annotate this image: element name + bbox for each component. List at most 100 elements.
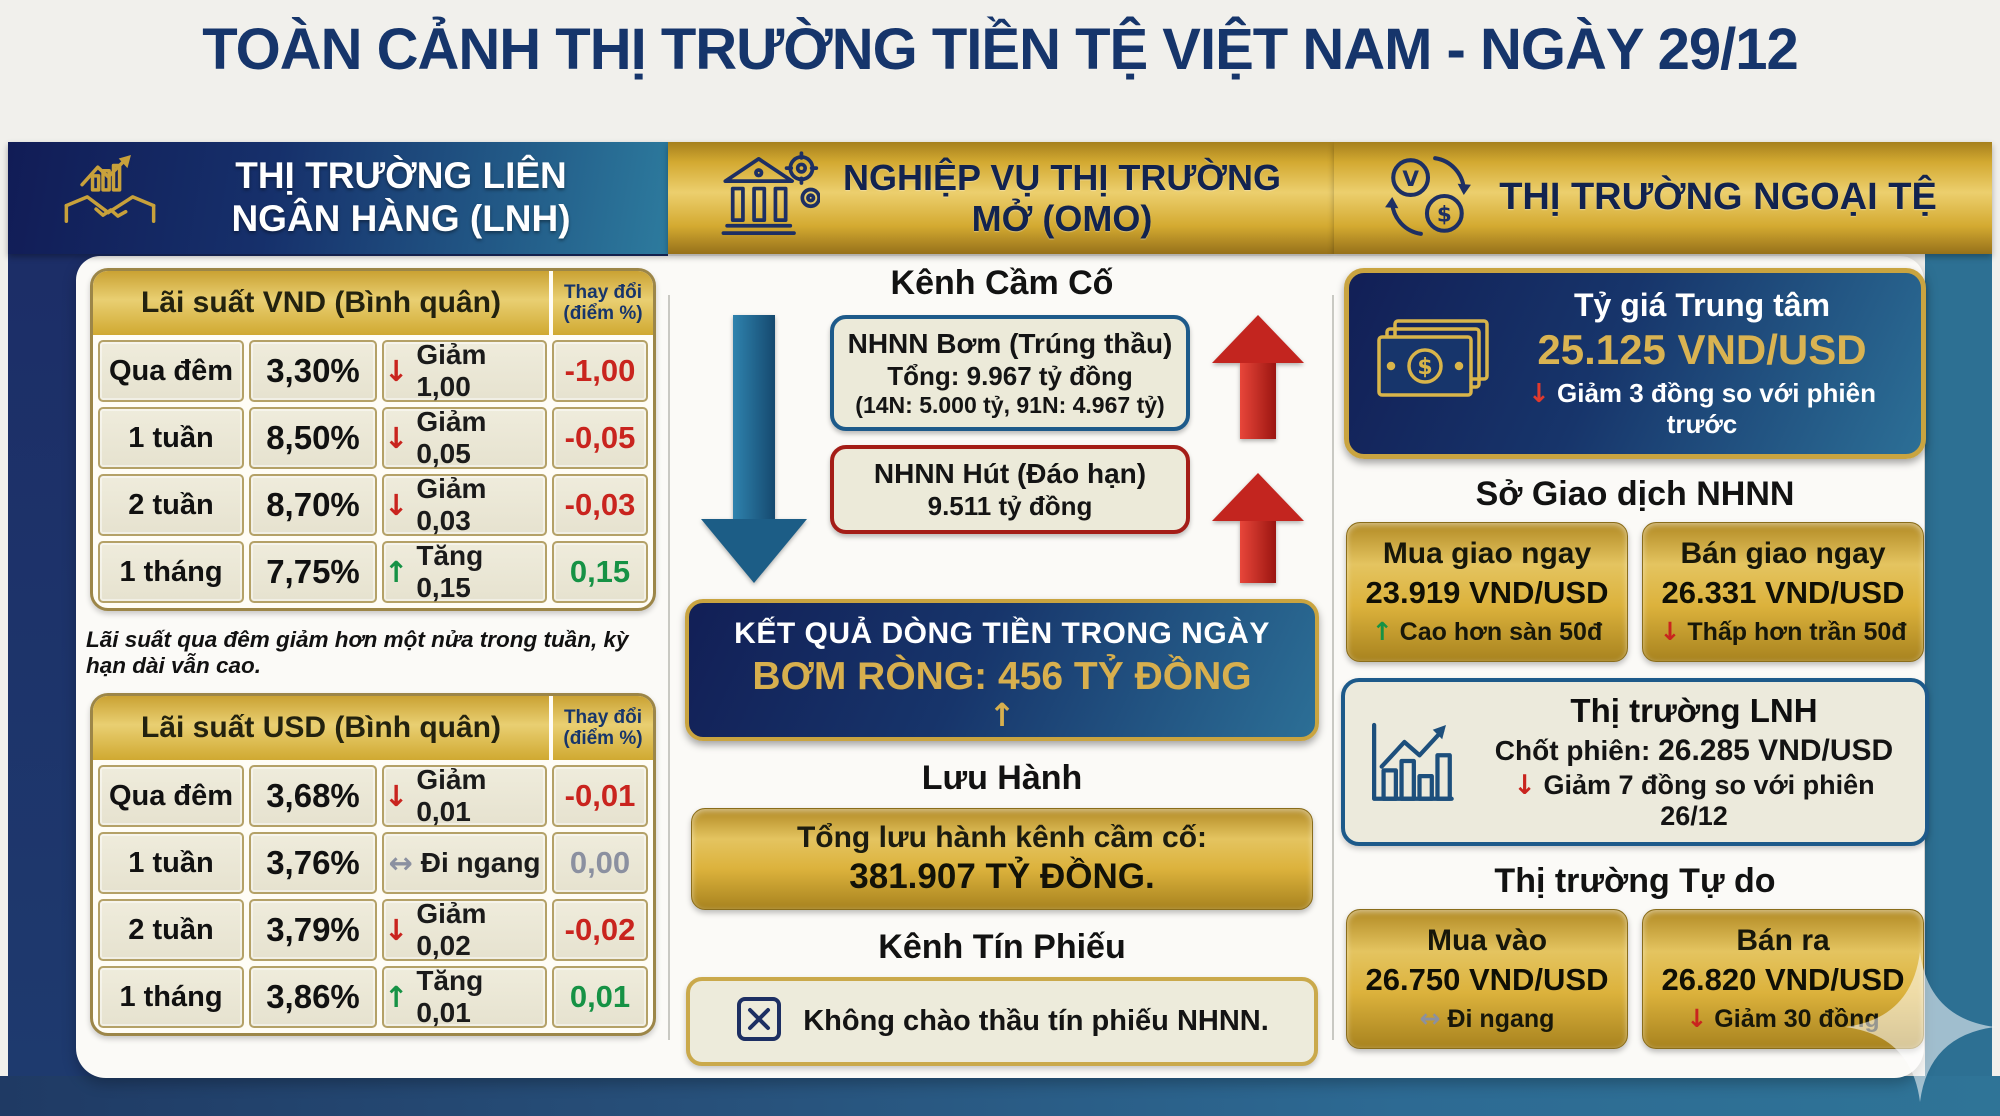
central-rate-value: 25.125 VND/USD — [1537, 326, 1867, 373]
sideways-arrow-icon: ↔ — [1419, 1004, 1441, 1033]
trend-arrow-icon: ↓ — [384, 913, 409, 947]
svg-text:$: $ — [1417, 355, 1432, 380]
trend-arrow-icon: ↓ — [384, 421, 409, 455]
spot-buy-value: 23.919 VND/USD — [1365, 575, 1609, 610]
spot-buy-note: ↑ Cao hơn sàn 50đ — [1371, 617, 1603, 646]
free-market-boxes: Mua vào 26.750 VND/USD ↔ Đi ngang Bán ra… — [1346, 909, 1924, 1049]
lnh-change-line: ↓ Giảm 7 đồng so với phiên 26/12 — [1513, 770, 1875, 831]
nhnn-desk-boxes: Mua giao ngay 23.919 VND/USD ↑ Cao hơn s… — [1346, 522, 1924, 662]
daily-flow-result-box: KẾT QUẢ DÒNG TIỀN TRONG NGÀY BƠM RÒNG: 4… — [685, 599, 1319, 741]
trend-cell: ↑ Tăng 0,01 — [382, 965, 547, 1028]
spot-sell-label: Bán giao ngay — [1680, 537, 1886, 570]
table-row: 1 tháng 7,75% ↑ Tăng 0,15 0,15 — [98, 540, 648, 603]
trend-label: Giảm 0,01 — [416, 764, 487, 827]
table-row: Qua đêm 3,68% ↓ Giảm 0,01 -0,01 — [98, 764, 648, 827]
absorb-up-arrow-icon — [1212, 473, 1304, 583]
change-value: -0,05 — [552, 407, 648, 469]
result-title: KẾT QUẢ DÒNG TIỀN TRONG NGÀY — [734, 617, 1270, 650]
inject-title: NHNN Bơm (Trúng thầu) — [847, 328, 1173, 359]
trend-label: Giảm 0,05 — [416, 406, 487, 469]
spot-sell-box: Bán giao ngay 26.331 VND/USD ↓ Thấp hơn … — [1642, 522, 1924, 662]
rate-value: 3,86% — [249, 966, 377, 1028]
banner-forex: V $ THỊ TRƯỜNG NGOẠI TỆ — [1334, 142, 1992, 254]
tenor-label: 1 tháng — [98, 541, 244, 603]
spot-sell-value: 26.331 VND/USD — [1661, 575, 1905, 610]
absorb-amount: 9.511 tỷ đồng — [927, 490, 1093, 521]
nhnn-desk-heading: Sở Giao dịch NHNN — [1475, 475, 1795, 513]
trend-arrow-icon: ↓ — [384, 354, 409, 388]
page-title: TOÀN CẢNH THỊ TRƯỜNG TIỀN TỆ VIỆT NAM - … — [202, 17, 1799, 82]
tenor-label: 1 tuần — [98, 832, 244, 894]
footer-band — [0, 1076, 2000, 1116]
banner-interbank: THỊ TRƯỜNG LIÊN NGÂN HÀNG (LNH) — [8, 142, 668, 254]
inject-detail: (14N: 5.000 tỷ, 91N: 4.967 tỷ) — [855, 391, 1165, 418]
free-buy-value: 26.750 VND/USD — [1365, 962, 1609, 997]
trend-cell: ↓ Giảm 1,00 — [382, 339, 547, 402]
free-market-heading: Thị trường Tự do — [1494, 862, 1776, 900]
column-divider — [668, 295, 670, 1040]
circulation-label: Tổng lưu hành kênh cầm cố: — [796, 821, 1208, 854]
spot-buy-box: Mua giao ngay 23.919 VND/USD ↑ Cao hơn s… — [1346, 522, 1628, 662]
circulation-box: Tổng lưu hành kênh cầm cố: 381.907 TỶ ĐỒ… — [691, 808, 1313, 910]
banner-omo: NGHIỆP VỤ THỊ TRƯỜNG MỞ (OMO) — [668, 142, 1334, 254]
omo-section: Kênh Cầm Cố NHNN Bơm (Trúng thầu) Tổng: … — [676, 264, 1328, 1066]
table-row: 2 tuần 8,70% ↓ Giảm 0,03 -0,03 — [98, 473, 648, 536]
handshake-chart-icon — [56, 148, 164, 249]
lnh-close-value: 26.285 VND/USD — [1658, 734, 1894, 767]
down-arrow-icon: ↓ — [1686, 1004, 1708, 1033]
rate-value: 7,75% — [249, 541, 377, 603]
pledge-channel-heading: Kênh Cầm Cố — [890, 264, 1114, 302]
tenor-label: 2 tuần — [98, 474, 244, 536]
rate-value: 8,70% — [249, 474, 377, 536]
lnh-market-title: Thị trường LNH — [1570, 692, 1818, 729]
down-arrow-icon: ↓ — [1527, 379, 1550, 409]
trend-label: Giảm 1,00 — [416, 339, 487, 402]
trend-arrow-icon: ↓ — [384, 488, 409, 522]
net-inject-value: BƠM RÒNG: 456 TỶ ĐỒNG — [752, 655, 1252, 698]
free-buy-note: ↔ Đi ngang — [1419, 1004, 1555, 1033]
tenor-label: Qua đêm — [98, 340, 244, 402]
right-backdrop-panel — [1925, 142, 1992, 1078]
vnd-table-title: Lãi suất VND (Bình quân) — [93, 271, 549, 335]
table-row: 1 tuần 3,76% ↔ Đi ngang 0,00 — [98, 832, 648, 894]
central-rate-box: $ Tỷ giá Trung tâm 25.125 VND/USD ↓ Giảm… — [1344, 268, 1926, 459]
free-sell-label: Bán ra — [1736, 924, 1830, 957]
table-row: 1 tuần 8,50% ↓ Giảm 0,05 -0,05 — [98, 406, 648, 469]
rate-value: 3,68% — [249, 765, 377, 827]
trend-cell: ↓ Giảm 0,05 — [382, 406, 547, 469]
change-value: -0,03 — [552, 474, 648, 536]
table-row: 1 tháng 3,86% ↑ Tăng 0,01 0,01 — [98, 965, 648, 1028]
trend-arrow-icon: ↑ — [384, 555, 409, 589]
bills-box: Không chào thầu tín phiếu NHNN. — [686, 977, 1318, 1066]
trend-cell: ↔ Đi ngang — [382, 832, 547, 894]
svg-text:$: $ — [1437, 202, 1452, 227]
change-value: 0,15 — [552, 541, 648, 603]
bills-note: Không chào thầu tín phiếu NHNN. — [803, 1005, 1269, 1037]
trend-arrow-icon: ↑ — [384, 980, 409, 1014]
vnd-change-header: Thay đổi (điểm %) — [553, 271, 653, 335]
trend-label: Giảm 0,02 — [416, 898, 487, 961]
currency-exchange-icon: V $ — [1382, 150, 1474, 247]
usd-change-header: Thay đổi (điểm %) — [553, 696, 653, 760]
inject-down-arrow-icon — [700, 315, 808, 583]
free-buy-box: Mua vào 26.750 VND/USD ↔ Đi ngang — [1346, 909, 1628, 1049]
trend-cell: ↓ Giảm 0,03 — [382, 473, 547, 536]
column-divider — [1332, 295, 1334, 1040]
nhnn-inject-box: NHNN Bơm (Trúng thầu) Tổng: 9.967 tỷ đồn… — [830, 315, 1190, 432]
up-arrow-icon: ↑ — [1371, 617, 1393, 646]
change-value: -0,02 — [552, 899, 648, 961]
down-arrow-icon: ↓ — [1513, 770, 1536, 801]
rate-value: 3,79% — [249, 899, 377, 961]
free-buy-label: Mua vào — [1426, 924, 1548, 957]
table-row: 2 tuần 3,79% ↓ Giảm 0,02 -0,02 — [98, 898, 648, 961]
inject-total: Tổng: 9.967 tỷ đồng — [887, 360, 1133, 391]
trend-arrow-icon: ↔ — [388, 846, 413, 880]
central-rate-title: Tỷ giá Trung tâm — [1573, 287, 1831, 323]
trend-label: Tăng 0,15 — [416, 540, 484, 603]
bills-channel-heading: Kênh Tín Phiếu — [878, 928, 1126, 966]
vnd-rate-table: Lãi suất VND (Bình quân) Thay đổi (điểm … — [90, 268, 656, 611]
change-value: -0,01 — [552, 765, 648, 827]
tenor-label: Qua đêm — [98, 765, 244, 827]
forex-section: $ Tỷ giá Trung tâm 25.125 VND/USD ↓ Giảm… — [1341, 268, 1929, 1049]
trend-arrow-icon: ↓ — [384, 779, 409, 813]
